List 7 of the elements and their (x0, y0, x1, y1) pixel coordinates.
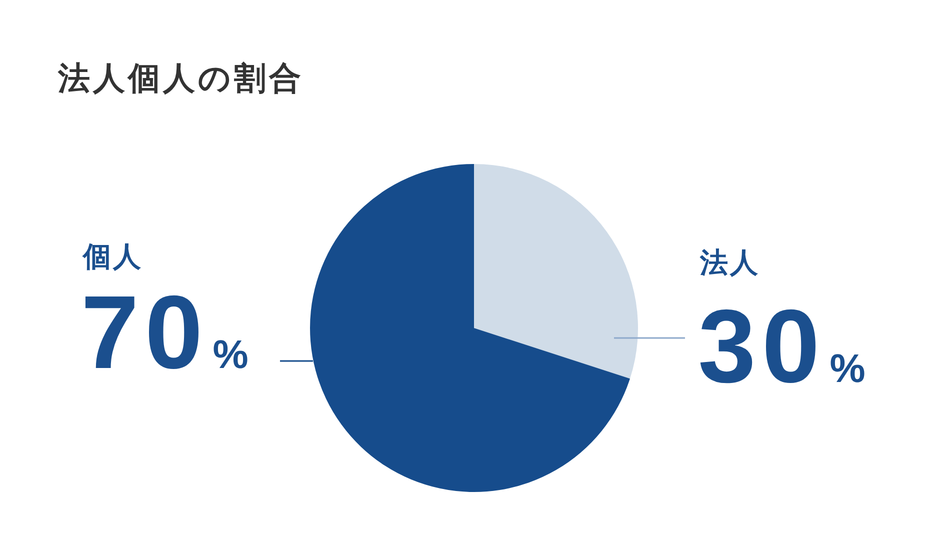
slice-label: 個人 (82, 241, 143, 272)
data-label: 30% (698, 289, 866, 405)
pie-slice (474, 164, 638, 379)
slice-label: 法人 (699, 247, 760, 278)
pie-slice (310, 164, 630, 492)
data-label: 70% (81, 275, 248, 391)
chart-title: 法人個人の割合 (58, 60, 304, 96)
